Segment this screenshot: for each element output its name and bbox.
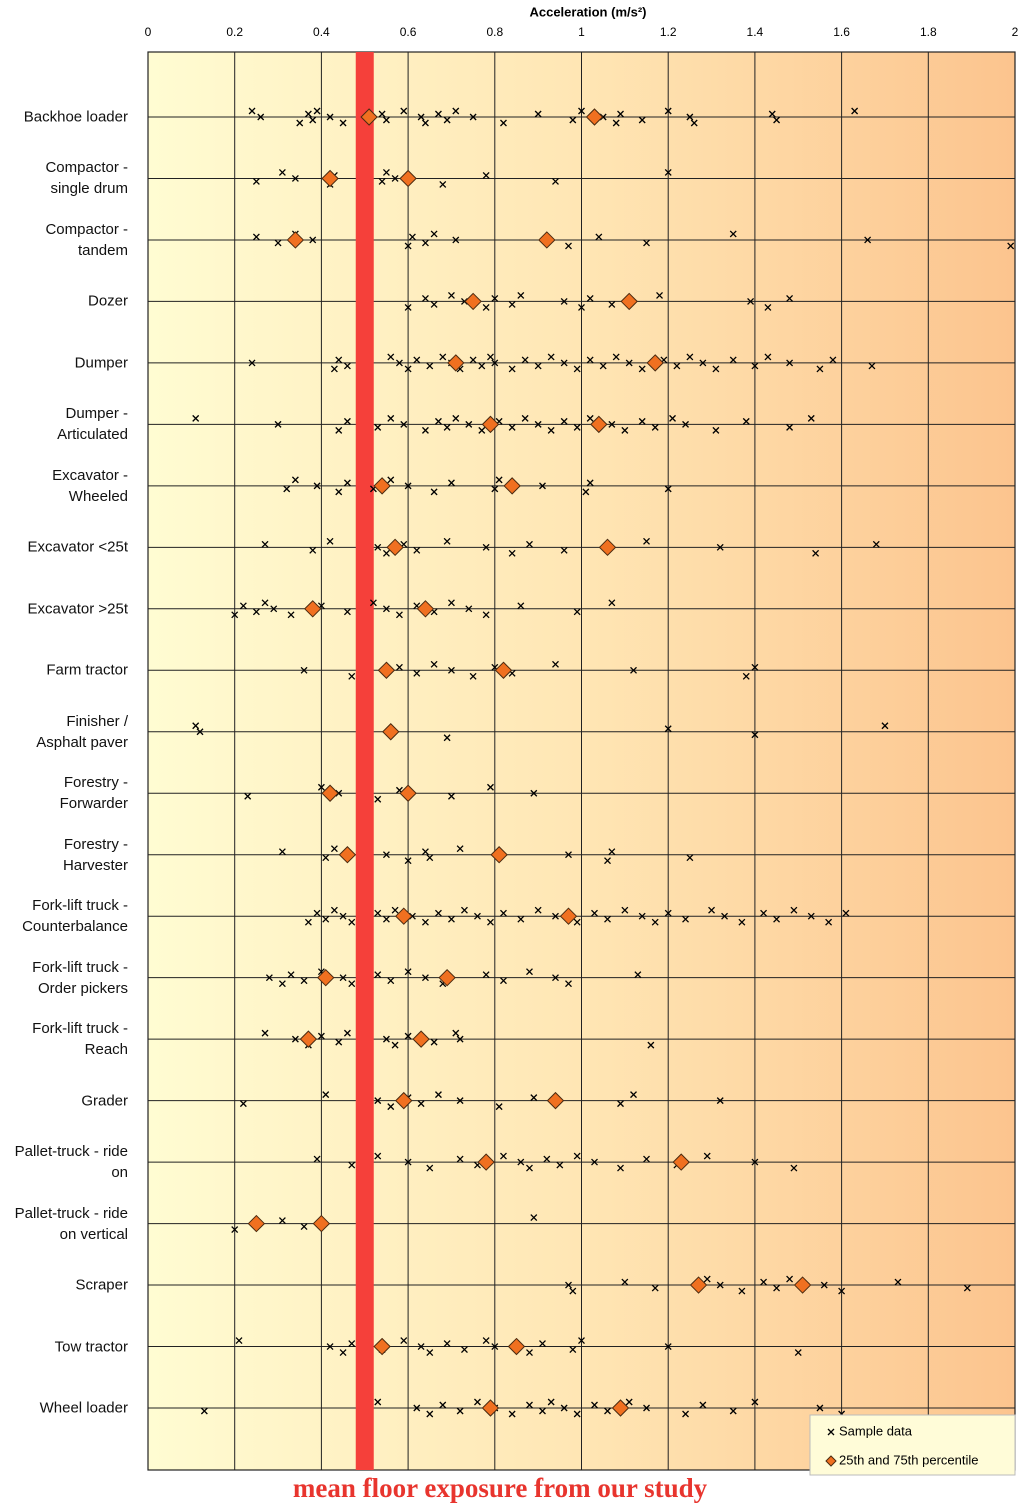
x-tick-label: 0.4 [313,25,330,39]
category-label: Compactor - single drum [0,157,128,199]
x-tick-label: 1 [578,25,585,39]
category-label: Wheel loader [0,1398,128,1419]
x-tick-label: 2 [1012,25,1019,39]
category-label: Fork-lift truck - Reach [0,1018,128,1060]
category-label: Forestry - Harvester [0,834,128,876]
x-tick-label: 0 [145,25,152,39]
x-tick-label: 0.6 [400,25,417,39]
category-label: Finisher / Asphalt paver [0,711,128,753]
x-tick-label: 1.4 [747,25,764,39]
category-label: Backhoe loader [0,107,128,128]
category-label: Pallet-truck - ride on vertical [0,1203,128,1245]
category-label: Fork-lift truck - Order pickers [0,957,128,999]
category-label: Dozer [0,291,128,312]
legend-label: Sample data [839,1423,913,1438]
category-label: Grader [0,1090,128,1111]
category-label: Excavator >25t [0,598,128,619]
legend-label: 25th and 75th percentile [839,1452,979,1467]
category-label: Pallet-truck - ride on [0,1141,128,1183]
x-tick-label: 1.6 [833,25,850,39]
reference-band [356,52,374,1470]
category-label: Forestry - Forwarder [0,772,128,814]
category-label: Excavator - Wheeled [0,465,128,507]
x-tick-label: 1.8 [920,25,937,39]
category-label: Tow tractor [0,1336,128,1357]
reference-label: mean floor exposure from our study [293,1473,708,1503]
category-label: Excavator <25t [0,537,128,558]
category-label: Farm tractor [0,660,128,681]
x-axis-label: Acceleration (m/s²) [529,4,646,19]
x-tick-label: 0.8 [486,25,503,39]
category-label: Scraper [0,1275,128,1296]
page: Acceleration (m/s²) 0 0.2 0.4 0.6 0.8 1 1.2 1.4… [0,0,1021,1506]
category-label: Compactor - tandem [0,219,128,261]
x-tick-label: 0.2 [226,25,243,39]
category-label: Dumper [0,352,128,373]
x-tick-label: 1.2 [660,25,677,39]
chart: Acceleration (m/s²) 0 0.2 0.4 0.6 0.8 1 1.2 1.4… [0,0,1021,1506]
category-label: Dumper - Articulated [0,403,128,445]
category-label: Fork-lift truck - Counterbalance [0,895,128,937]
